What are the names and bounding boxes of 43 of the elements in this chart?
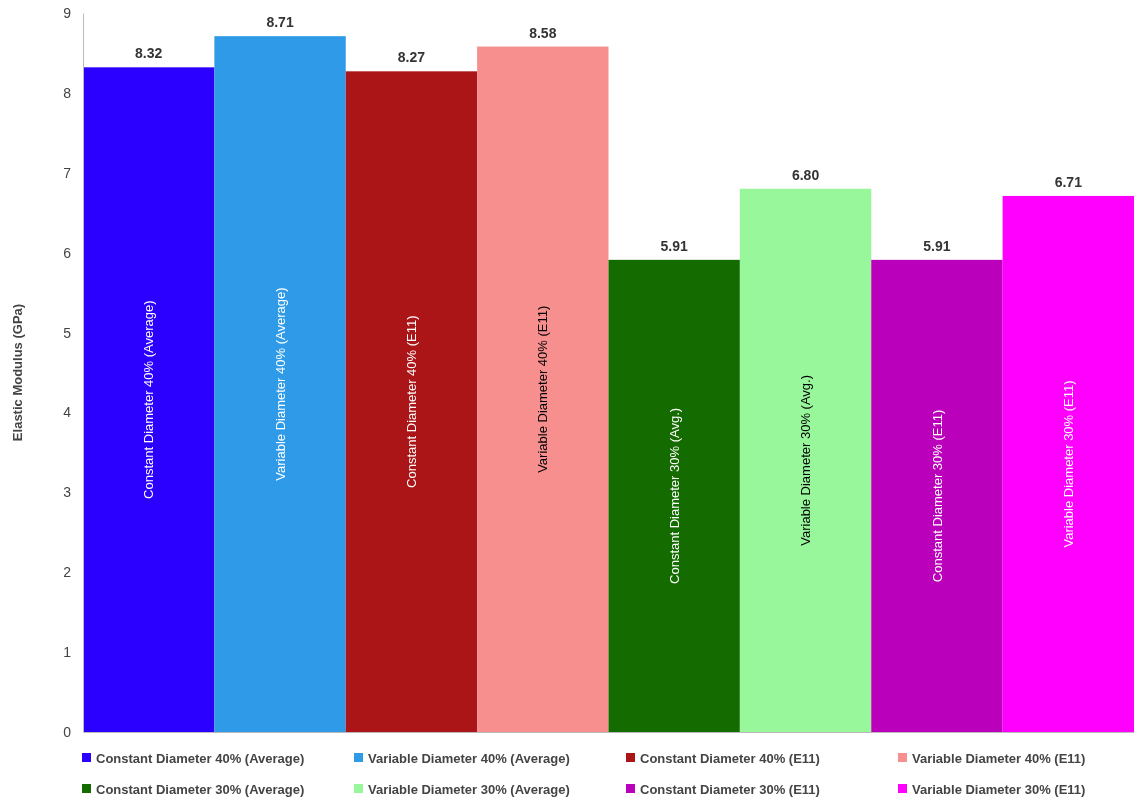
y-tick-label: 0 [63, 723, 72, 740]
legend-label: Constant Diameter 40% (E11) [640, 750, 820, 766]
data-label: 8.32 [135, 45, 163, 62]
y-tick-label: 7 [63, 164, 72, 181]
data-label: 8.27 [397, 49, 426, 66]
y-tick-label: 1 [63, 644, 72, 661]
annotation: Constant Diameter 30% (Avg.) [666, 407, 682, 584]
annotation: Variable Diameter 40% (E11) [535, 305, 551, 473]
data-label: 8.71 [266, 14, 294, 31]
legend-label: Variable Diameter 40% (E11) [912, 750, 1086, 766]
y-axis-title: Elastic Modulus (GPa) [10, 303, 25, 442]
legend-label: Variable Diameter 40% (Average) [368, 750, 570, 766]
bar [214, 36, 346, 732]
bar [83, 67, 215, 732]
legend-label: Constant Diameter 30% (E11) [640, 781, 820, 797]
annotation: Variable Diameter 30% (E11) [1060, 380, 1076, 548]
bar [871, 259, 1003, 732]
bar [345, 71, 478, 732]
legend-label: Constant Diameter 30% (Average) [96, 781, 305, 797]
legend-label: Constant Diameter 40% (Average) [96, 750, 305, 766]
data-label: 8.58 [529, 24, 557, 41]
data-label: 5.91 [660, 237, 689, 254]
y-tick-label: 6 [63, 244, 72, 261]
y-tick-label: 2 [63, 564, 72, 581]
bar [739, 188, 872, 732]
data-label: 5.91 [923, 237, 951, 254]
annotation: Constant Diameter 40% (Average) [141, 300, 157, 499]
data-label: 6.80 [791, 166, 820, 183]
legend-label: Variable Diameter 30% (Average) [368, 781, 570, 797]
bar [477, 46, 609, 732]
annotation: Variable Diameter 40% (Average) [272, 287, 288, 481]
y-tick-label: 3 [63, 484, 72, 501]
data-label: 6.71 [1054, 173, 1083, 190]
y-tick-label: 8 [63, 84, 72, 101]
bar [608, 259, 740, 732]
y-tick-label: 9 [63, 4, 72, 21]
annotation: Constant Diameter 40% (E11) [403, 315, 419, 488]
annotation: Variable Diameter 30% (Avg.) [798, 374, 814, 546]
y-tick-label: 5 [63, 324, 72, 341]
legend-label: Variable Diameter 30% (E11) [912, 781, 1086, 797]
annotation: Constant Diameter 30% (E11) [929, 409, 945, 583]
bar [1002, 195, 1134, 732]
y-tick-label: 4 [63, 404, 72, 421]
